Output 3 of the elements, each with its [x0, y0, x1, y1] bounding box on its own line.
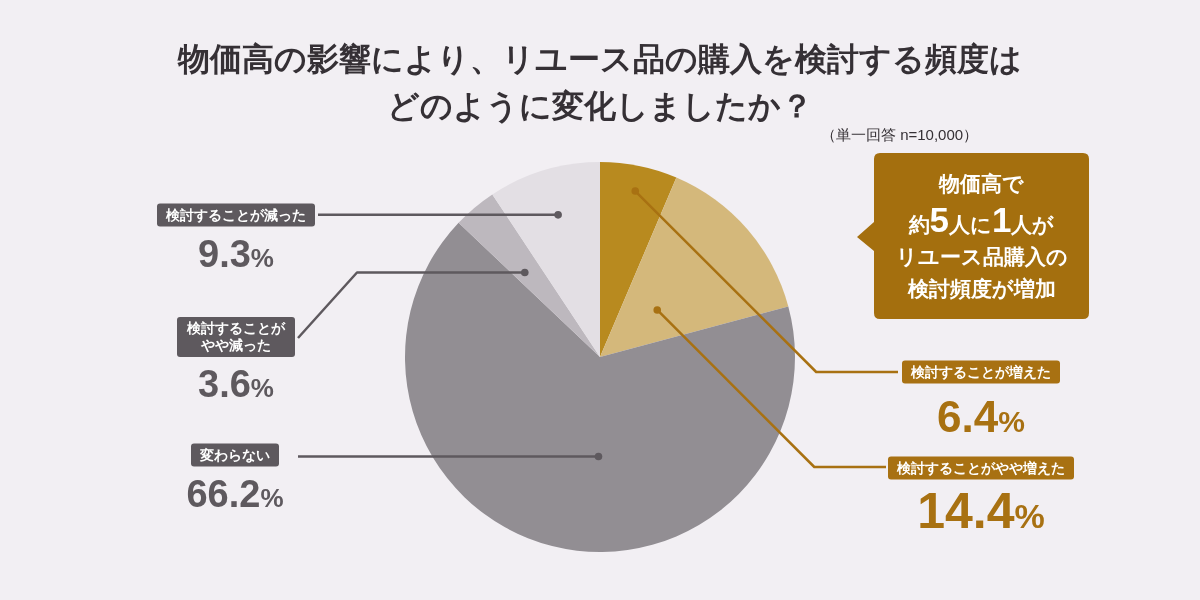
- annotation: 物価高で約5人に1人がリユース品購入の検討頻度が増加: [857, 153, 1089, 319]
- title: 物価高の影響により、リユース品の購入を検討する頻度はどのように変化しましたか？: [178, 41, 1022, 124]
- subtitle: （単一回答 n=10,000）: [821, 126, 979, 144]
